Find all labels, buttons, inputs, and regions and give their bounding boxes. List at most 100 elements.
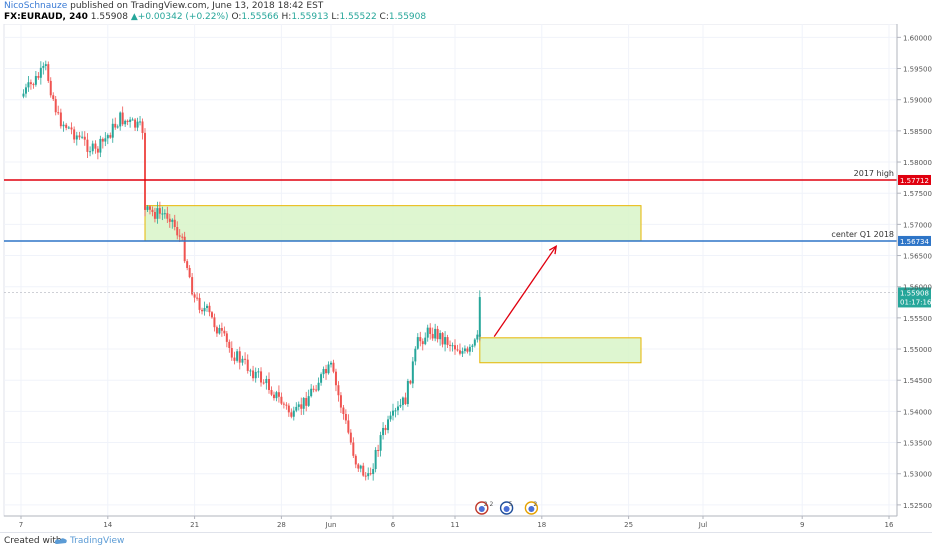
candle-body [337,385,340,396]
news-event-icon[interactable]: 2 [524,501,539,515]
candle-body [357,464,360,469]
time-tick-label: 6 [391,521,396,529]
price-tick-label: 1.60000 [903,34,932,42]
candle-body [151,209,154,212]
candle-body [476,334,479,340]
candle-body [148,206,151,210]
chart-area[interactable]: 2017 high 1.57712 center Q1 2018 1.56734 1.5… [0,23,932,532]
projection-arrow[interactable] [493,244,558,337]
candle-body [411,361,414,384]
candle-body [193,294,196,298]
candle-body [257,371,260,373]
author-link[interactable]: NicoSchnauze [4,1,68,11]
candle-body [387,419,390,431]
candle-body [111,123,114,138]
candle-body [218,328,221,334]
candle-body [451,345,454,347]
time-tick-label: Jul [698,521,708,529]
time-tick-label: 11 [451,521,460,529]
candle-body [302,397,305,409]
level-name-label: 2017 high [854,169,894,178]
candle-body [317,382,320,391]
candle-body [96,148,99,153]
time-axis[interactable]: 7 14 21 28 Jun 6 11 18 25 Jul 9 16 [4,515,897,529]
price-axis[interactable]: 1.60000 1.59500 1.59000 1.58500 1.58000 1.575… [896,24,932,516]
chart-svg[interactable]: 2017 high 1.57712 center Q1 2018 1.56734 1.5… [0,23,932,532]
candle-body [359,465,362,469]
candle-body [49,80,52,96]
arrow-shaft[interactable] [493,245,557,337]
horizontal-levels[interactable]: 2017 high 1.57712 center Q1 2018 1.56734 1.5… [4,169,932,308]
candle-body [89,151,92,153]
candle-body [201,309,204,312]
candle-body [139,121,142,123]
candle-body [203,307,206,312]
candle-body [399,404,402,407]
plot-frame [3,23,898,517]
level-price-badge [898,235,931,246]
zones[interactable] [144,205,642,364]
candle-body [409,380,412,384]
candle-body [315,389,318,391]
arrow-head-icon [548,244,558,255]
candle-body [320,374,323,383]
candle-body [44,64,47,67]
time-tick-label: Jun [325,521,337,529]
candle-body [287,405,290,413]
demand-zone[interactable] [144,205,642,242]
candle-body [364,475,367,477]
candle-body [374,449,377,470]
candle-body [210,312,213,318]
candle-body [406,380,409,405]
current-price-badge [898,287,931,308]
last-price: 1.55908 [90,12,128,22]
time-tick-label: 28 [277,521,286,529]
event-count: 2 2 [484,501,494,508]
candle-body [27,82,30,88]
candle-body [158,208,161,214]
candle-body [431,333,434,339]
candle-body [57,112,60,114]
candle-body [22,93,25,97]
candle-body [181,236,184,238]
candle-body [463,348,466,352]
candle-body [468,346,471,352]
publish-line: NicoSchnauze published on TradingView.co… [4,1,323,11]
candle-body [228,341,231,348]
candle-body [389,415,392,420]
demand-zone[interactable] [479,337,642,364]
candle-body [173,219,176,228]
candle-body [265,378,268,384]
candle-body [290,412,293,417]
candle-body [307,396,310,406]
candle-body [441,333,444,345]
price-tick-label: 1.55000 [903,346,932,354]
candle-body [136,121,139,128]
candle-body [456,349,459,351]
event-icons[interactable]: 2 2 5 2 [475,501,539,515]
candle-body [471,345,474,347]
candle-body [141,121,144,133]
candle-body [282,403,285,405]
candle-body [414,348,417,362]
earth-event-icon[interactable]: 5 [499,501,514,515]
symbol-label[interactable]: FX:EURAUD, 240 [4,12,88,22]
candle-body [419,337,422,342]
candle-body [196,297,199,299]
time-tick-label: 9 [800,521,804,529]
candle-body [344,414,347,421]
candle-body [332,362,335,372]
candle-body [81,136,84,138]
tradingview-brand-link[interactable]: TradingView [70,536,125,546]
level-name-label: center Q1 2018 [831,230,894,239]
chart-header: NicoSchnauze published on TradingView.co… [0,0,932,24]
candle-body [252,370,255,379]
candle-body [116,126,119,128]
candle-body [354,455,357,465]
candle-body [168,218,171,222]
calendar-event-icon[interactable]: 2 2 [475,501,494,515]
candle-body [377,449,380,451]
candle-body [99,138,102,153]
candle-body [436,328,439,340]
candle-body [478,297,481,337]
